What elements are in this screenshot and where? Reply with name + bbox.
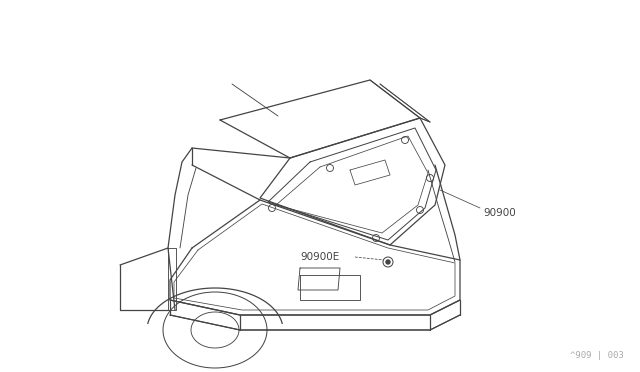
Circle shape <box>386 260 390 264</box>
Text: 90900E: 90900E <box>300 252 339 262</box>
Text: ^909 | 003: ^909 | 003 <box>570 351 624 360</box>
Text: 90900: 90900 <box>483 208 516 218</box>
